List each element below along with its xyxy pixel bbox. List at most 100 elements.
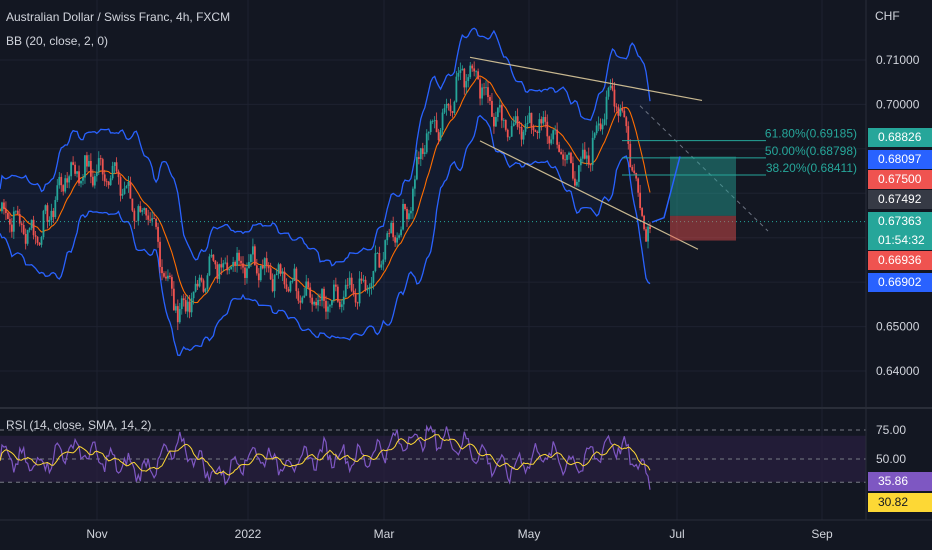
candle-body bbox=[477, 71, 480, 80]
candle-body bbox=[267, 265, 270, 269]
candle-body bbox=[137, 206, 140, 221]
candle-body bbox=[522, 131, 525, 140]
price-tag-value: 0.67492 bbox=[878, 192, 922, 206]
candle-body bbox=[161, 266, 163, 274]
candle-body bbox=[172, 288, 175, 311]
time-tick-label: Sep bbox=[811, 527, 833, 541]
candle-body bbox=[325, 300, 327, 312]
candle-body bbox=[121, 193, 124, 196]
candle-body bbox=[226, 262, 229, 271]
candle-body bbox=[413, 179, 416, 189]
candle-body bbox=[301, 297, 304, 303]
candle-body bbox=[417, 157, 420, 159]
candle-body bbox=[392, 222, 395, 238]
candle-body bbox=[26, 229, 29, 244]
candle-body bbox=[437, 132, 440, 140]
candle-body bbox=[607, 87, 610, 97]
candle-body bbox=[255, 265, 258, 274]
candle-body bbox=[613, 89, 616, 107]
candle-body bbox=[95, 171, 98, 177]
candle-body bbox=[204, 288, 207, 292]
candle-body bbox=[48, 219, 51, 222]
candle-body bbox=[396, 237, 399, 243]
candle-body bbox=[263, 258, 266, 269]
candle-body bbox=[311, 297, 314, 305]
candle-body bbox=[641, 207, 643, 216]
candle-body bbox=[78, 171, 80, 184]
price-tag-value: 0.68826 bbox=[878, 130, 922, 144]
candle-body bbox=[400, 229, 402, 236]
candle-body bbox=[550, 139, 553, 144]
price-tag-value: 0.67363 bbox=[878, 214, 922, 228]
rsi-line bbox=[0, 424, 651, 490]
candle-body bbox=[7, 213, 9, 220]
rsi-tag: 30.82 bbox=[868, 493, 932, 512]
position-stop-zone bbox=[670, 215, 736, 241]
candle-body bbox=[556, 129, 559, 145]
candle-body bbox=[544, 117, 547, 122]
candle-body bbox=[530, 112, 533, 127]
candle-body bbox=[593, 133, 596, 138]
candle-body bbox=[504, 119, 507, 130]
candle-body bbox=[342, 296, 345, 305]
candle-body bbox=[24, 233, 27, 244]
candle-body bbox=[382, 259, 385, 265]
candle-body bbox=[133, 210, 136, 221]
candle-body bbox=[404, 203, 406, 209]
candle-body bbox=[631, 167, 634, 171]
candle-body bbox=[305, 281, 308, 296]
candle-body bbox=[259, 265, 262, 281]
candle-body bbox=[615, 106, 618, 108]
candle-body bbox=[516, 116, 519, 127]
candle-body bbox=[552, 130, 555, 140]
candle-body bbox=[115, 162, 118, 172]
candle-body bbox=[467, 77, 470, 82]
candle-body bbox=[453, 101, 456, 113]
candle-body bbox=[151, 218, 154, 221]
candle-body bbox=[277, 264, 280, 274]
candle-body bbox=[542, 117, 545, 124]
candle-body bbox=[30, 219, 33, 229]
candle-body bbox=[415, 157, 418, 180]
candle-body bbox=[603, 119, 606, 125]
candle-body bbox=[36, 236, 39, 243]
candle-body bbox=[143, 208, 146, 211]
wedge-lower-trendline bbox=[479, 140, 699, 250]
candle-body bbox=[44, 205, 47, 211]
candle-body bbox=[68, 176, 71, 183]
candle-body bbox=[577, 165, 580, 182]
candle-body bbox=[635, 172, 638, 179]
candle-body bbox=[601, 124, 604, 130]
candle-body bbox=[186, 301, 189, 312]
candle-body bbox=[538, 119, 541, 133]
candle-body bbox=[163, 273, 165, 277]
drawings[interactable]: 61.80%(0.69185) 50.00%(0.68798) 38.20%(0.6… bbox=[0, 56, 866, 250]
price-tag: 0.66936 bbox=[868, 251, 932, 270]
candle-body bbox=[599, 123, 602, 130]
candle-body bbox=[303, 295, 306, 298]
candle-body bbox=[617, 107, 620, 116]
candle-body bbox=[386, 233, 389, 241]
candle-body bbox=[123, 188, 126, 194]
candle-body bbox=[491, 100, 493, 117]
candle-body bbox=[38, 242, 41, 245]
candle-body bbox=[451, 111, 454, 113]
candle-body bbox=[621, 108, 624, 111]
candle-body bbox=[167, 275, 169, 279]
candle-body bbox=[346, 284, 349, 286]
candle-body bbox=[479, 79, 481, 99]
price-tag: 0.68826 bbox=[868, 128, 932, 147]
candle-body bbox=[637, 178, 640, 193]
candle-body bbox=[50, 210, 53, 220]
candle-body bbox=[496, 107, 499, 118]
candle-body bbox=[471, 65, 474, 69]
candle-body bbox=[28, 228, 31, 230]
candle-body bbox=[336, 286, 339, 302]
candle-body bbox=[84, 155, 86, 178]
candle-body bbox=[433, 120, 436, 122]
candle-body bbox=[447, 103, 450, 106]
candle-body bbox=[261, 265, 264, 269]
candle-body bbox=[228, 268, 231, 271]
candle-body bbox=[291, 280, 294, 282]
